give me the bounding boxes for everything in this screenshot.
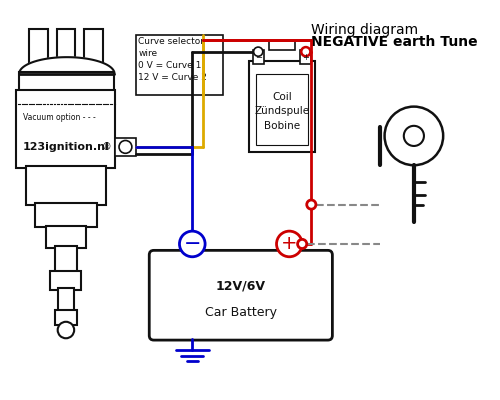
Circle shape — [119, 140, 132, 153]
Circle shape — [276, 231, 302, 257]
Text: −: − — [184, 234, 201, 254]
Bar — [26, 166, 106, 204]
Bar — [50, 272, 82, 290]
Circle shape — [254, 47, 263, 56]
Text: Vacuum option - - -: Vacuum option - - - — [23, 113, 96, 122]
Circle shape — [301, 47, 310, 56]
Polygon shape — [19, 57, 114, 74]
Text: ®: ® — [102, 142, 111, 152]
Text: +: + — [281, 234, 297, 254]
Circle shape — [298, 239, 306, 248]
Bar — [19, 72, 114, 92]
Circle shape — [180, 231, 205, 257]
Bar — [58, 288, 74, 312]
Bar — [30, 29, 48, 67]
Bar — [116, 138, 136, 156]
Bar — [252, 50, 264, 64]
Bar — [16, 90, 116, 168]
Bar — [46, 226, 86, 248]
Circle shape — [58, 322, 74, 338]
Bar — [57, 29, 75, 67]
Text: Car Battery: Car Battery — [205, 306, 277, 320]
Text: Wiring diagram: Wiring diagram — [312, 23, 418, 37]
Text: 123ignition.nl: 123ignition.nl — [23, 142, 110, 152]
Bar — [55, 246, 77, 273]
Bar — [249, 61, 315, 152]
Bar — [84, 29, 102, 67]
Circle shape — [404, 126, 424, 146]
FancyBboxPatch shape — [150, 250, 332, 340]
Bar — [256, 74, 308, 145]
Text: −: − — [254, 53, 262, 62]
Circle shape — [384, 107, 443, 165]
Text: +: + — [302, 53, 310, 62]
Bar — [55, 310, 77, 324]
Bar — [269, 41, 295, 50]
Text: Curve selector
wire
0 V = Curve 1
12 V = Curve 2: Curve selector wire 0 V = Curve 1 12 V =… — [138, 37, 207, 82]
Bar — [300, 50, 312, 64]
Circle shape — [306, 200, 316, 209]
Bar — [136, 35, 222, 95]
Text: NEGATIVE earth Tune: NEGATIVE earth Tune — [312, 35, 478, 49]
Text: 12V/6V: 12V/6V — [216, 279, 266, 292]
Bar — [35, 203, 97, 228]
Text: Coil
Zündspule
Bobine: Coil Zündspule Bobine — [254, 92, 310, 130]
